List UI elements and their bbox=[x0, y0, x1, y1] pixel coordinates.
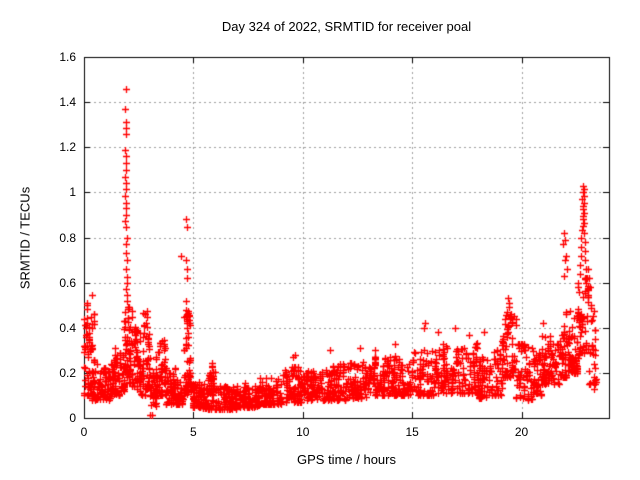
x-tick-label: 0 bbox=[80, 425, 88, 439]
y-tick-label: 1 bbox=[69, 185, 76, 200]
y-tick-label: 1.2 bbox=[59, 140, 76, 155]
x-tick-label: 15 bbox=[405, 425, 419, 439]
y-axis-label: SRMTID / TECUs bbox=[17, 186, 33, 290]
x-axis-label: GPS time / hours bbox=[297, 452, 396, 467]
x-tick-label: 10 bbox=[296, 425, 310, 439]
chart-title: Day 324 of 2022, SRMTID for receiver poa… bbox=[221, 19, 472, 34]
x-tick-label: 5 bbox=[190, 425, 197, 439]
y-tick-label: 0.6 bbox=[59, 275, 76, 290]
y-tick-label: 0.8 bbox=[59, 230, 76, 245]
y-tick-label: 1.6 bbox=[59, 50, 76, 64]
x-tick-label: 20 bbox=[514, 425, 529, 439]
y-tick-label: 0.4 bbox=[59, 320, 76, 335]
y-tick-label: 1.4 bbox=[59, 95, 76, 110]
y-tick-label: 0.2 bbox=[59, 365, 76, 380]
y-tick-label: 0 bbox=[69, 411, 76, 425]
